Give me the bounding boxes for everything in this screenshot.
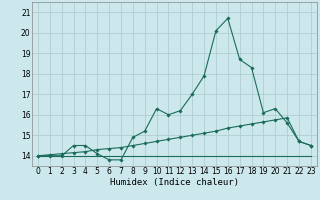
- X-axis label: Humidex (Indice chaleur): Humidex (Indice chaleur): [110, 178, 239, 187]
